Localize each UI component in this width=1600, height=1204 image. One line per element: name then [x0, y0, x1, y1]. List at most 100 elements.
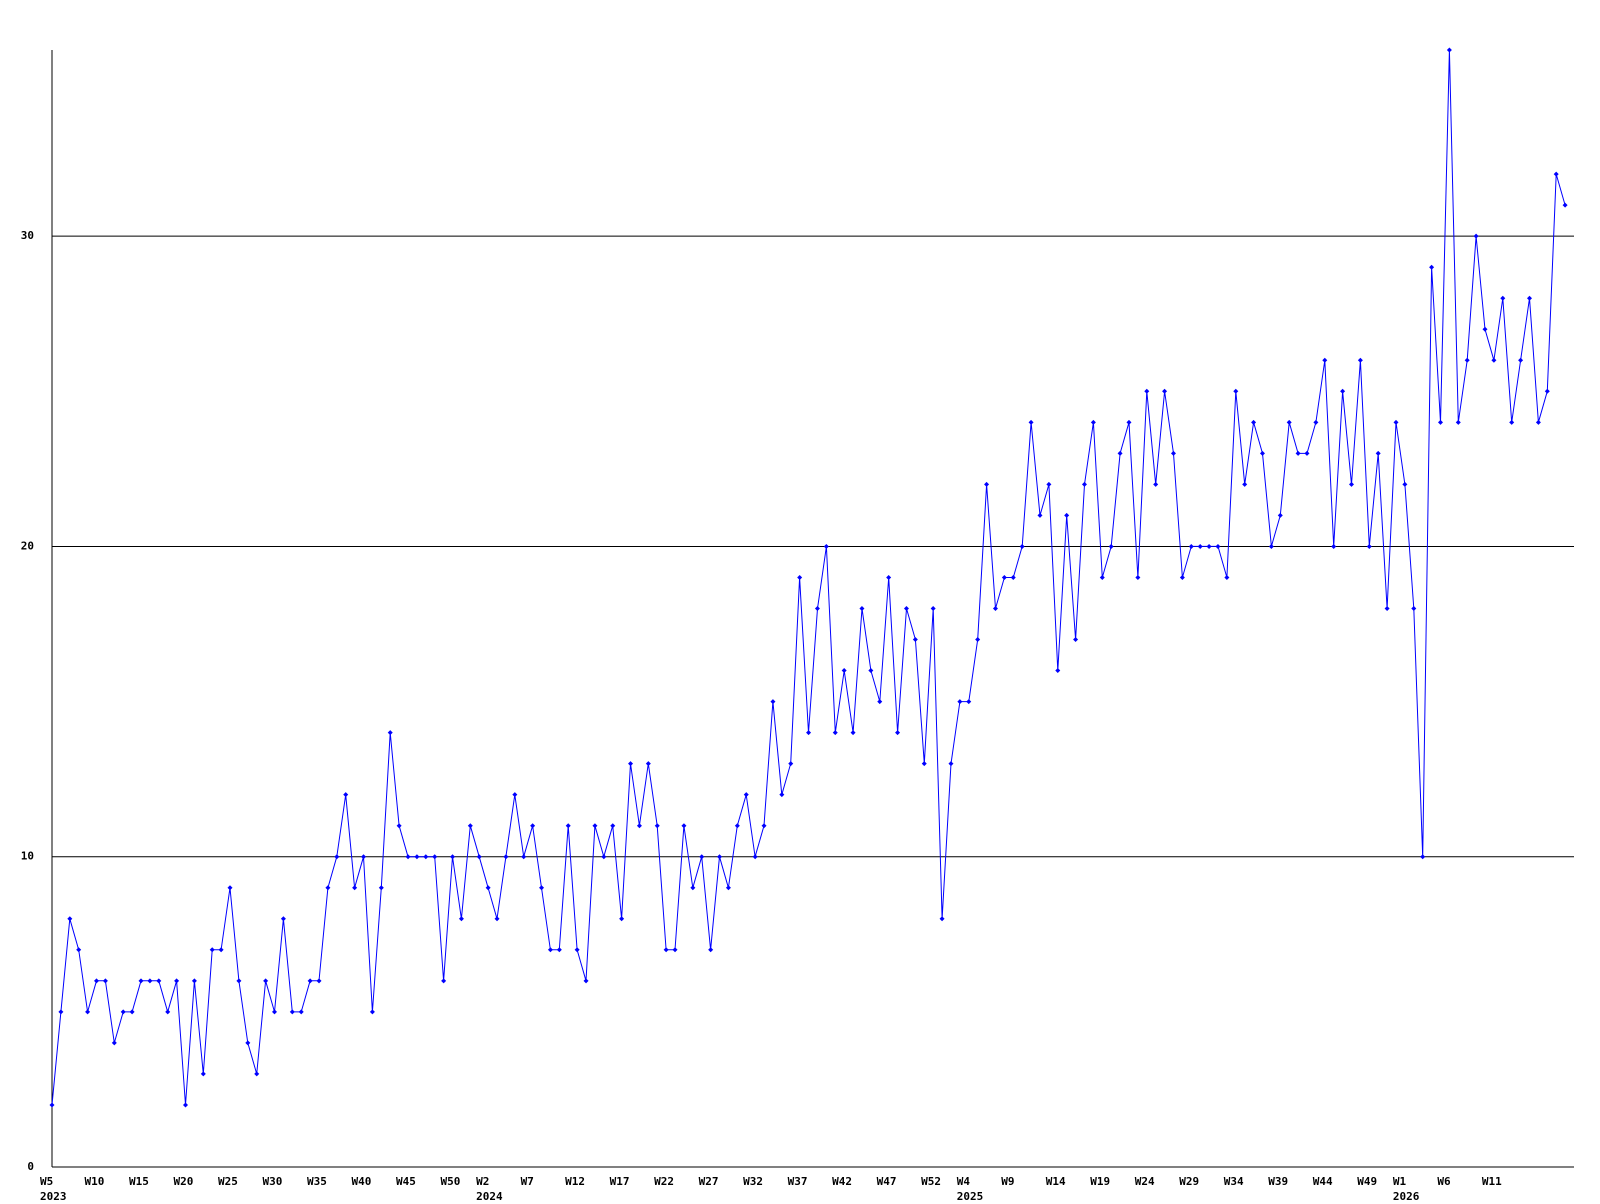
x-year-label: 2025 — [957, 1190, 984, 1200]
data-point — [1393, 419, 1399, 425]
x-tick-label: W29 — [1179, 1175, 1199, 1188]
data-point — [147, 978, 153, 984]
x-tick-label: W37 — [788, 1175, 808, 1188]
data-point — [788, 761, 794, 767]
y-tick-label: 10 — [21, 850, 34, 863]
data-point — [619, 916, 625, 922]
data-point — [1001, 574, 1007, 580]
data-point — [1357, 357, 1363, 363]
data-point — [628, 761, 634, 767]
data-point — [1268, 543, 1274, 549]
data-point — [903, 606, 909, 611]
data-point — [414, 854, 420, 860]
data-point — [1402, 481, 1408, 487]
data-point — [975, 637, 981, 643]
data-point — [957, 699, 963, 705]
data-point — [1055, 668, 1061, 674]
x-year-label: 2026 — [1393, 1190, 1420, 1200]
data-point — [263, 978, 269, 984]
x-tick-label: W47 — [877, 1175, 897, 1188]
data-point — [1562, 202, 1568, 208]
data-point — [111, 1040, 117, 1046]
data-point — [806, 730, 812, 736]
x-tick-label: W39 — [1268, 1175, 1288, 1188]
x-tick-label: W15 — [129, 1175, 149, 1188]
data-point — [868, 668, 874, 674]
data-point — [539, 885, 545, 891]
data-point — [67, 916, 73, 922]
data-point — [102, 978, 108, 984]
data-point — [183, 1102, 189, 1108]
y-tick-label: 30 — [21, 229, 34, 242]
y-tick-label: 20 — [21, 539, 34, 552]
data-point — [699, 854, 705, 860]
data-point — [369, 1009, 375, 1015]
x-tick-label: W14 — [1046, 1175, 1066, 1188]
data-point — [1509, 419, 1515, 425]
data-point — [1206, 543, 1212, 549]
data-point — [1429, 264, 1435, 270]
data-point — [1064, 512, 1070, 518]
x-tick-label: W44 — [1313, 1175, 1333, 1188]
data-point — [165, 1009, 171, 1015]
data-point — [1197, 543, 1203, 549]
data-point — [1224, 574, 1230, 580]
data-point — [725, 885, 731, 891]
data-point — [191, 978, 197, 984]
data-point — [1099, 574, 1105, 580]
data-point — [1028, 419, 1034, 425]
data-point — [1553, 171, 1559, 177]
data-point — [1046, 481, 1052, 487]
data-point — [432, 854, 438, 860]
data-point — [1108, 543, 1114, 549]
data-point — [654, 823, 660, 829]
x-tick-label: W40 — [352, 1175, 372, 1188]
data-point — [1277, 512, 1283, 518]
data-point — [1455, 419, 1461, 425]
data-point — [601, 854, 607, 860]
data-point — [832, 730, 838, 736]
data-line — [51, 49, 1566, 1105]
data-point — [1188, 543, 1194, 549]
x-tick-label: W30 — [263, 1175, 283, 1188]
data-point — [129, 1009, 135, 1015]
x-tick-label: W45 — [396, 1175, 416, 1188]
data-point — [76, 947, 82, 953]
data-point — [850, 730, 856, 736]
data-point — [94, 978, 100, 984]
data-point — [921, 761, 927, 767]
data-point — [361, 854, 367, 860]
data-point — [485, 885, 491, 891]
data-point — [467, 823, 473, 829]
x-tick-label: W20 — [174, 1175, 194, 1188]
data-point — [280, 916, 286, 922]
data-point — [1242, 481, 1248, 487]
data-point — [1215, 543, 1221, 549]
data-point — [681, 823, 687, 829]
x-tick-label: W1 — [1393, 1175, 1407, 1188]
x-tick-label: W52 — [921, 1175, 941, 1188]
data-point — [494, 916, 500, 922]
data-point — [752, 854, 758, 860]
data-point — [717, 854, 723, 860]
data-point — [1420, 854, 1426, 860]
data-point — [770, 699, 776, 705]
data-point — [1437, 419, 1443, 425]
x-tick-label: W24 — [1135, 1175, 1155, 1188]
data-point — [441, 978, 447, 984]
data-point — [530, 823, 536, 829]
data-point — [423, 854, 429, 860]
data-point — [779, 792, 785, 798]
data-point — [1491, 357, 1497, 363]
x-tick-label: W50 — [441, 1175, 461, 1188]
data-point — [610, 823, 616, 829]
data-point — [992, 606, 998, 611]
data-point — [458, 916, 464, 922]
data-point — [556, 947, 562, 953]
data-point — [1322, 357, 1328, 363]
data-point — [1073, 637, 1079, 643]
data-point — [405, 854, 411, 860]
x-tick-label: W19 — [1090, 1175, 1110, 1188]
